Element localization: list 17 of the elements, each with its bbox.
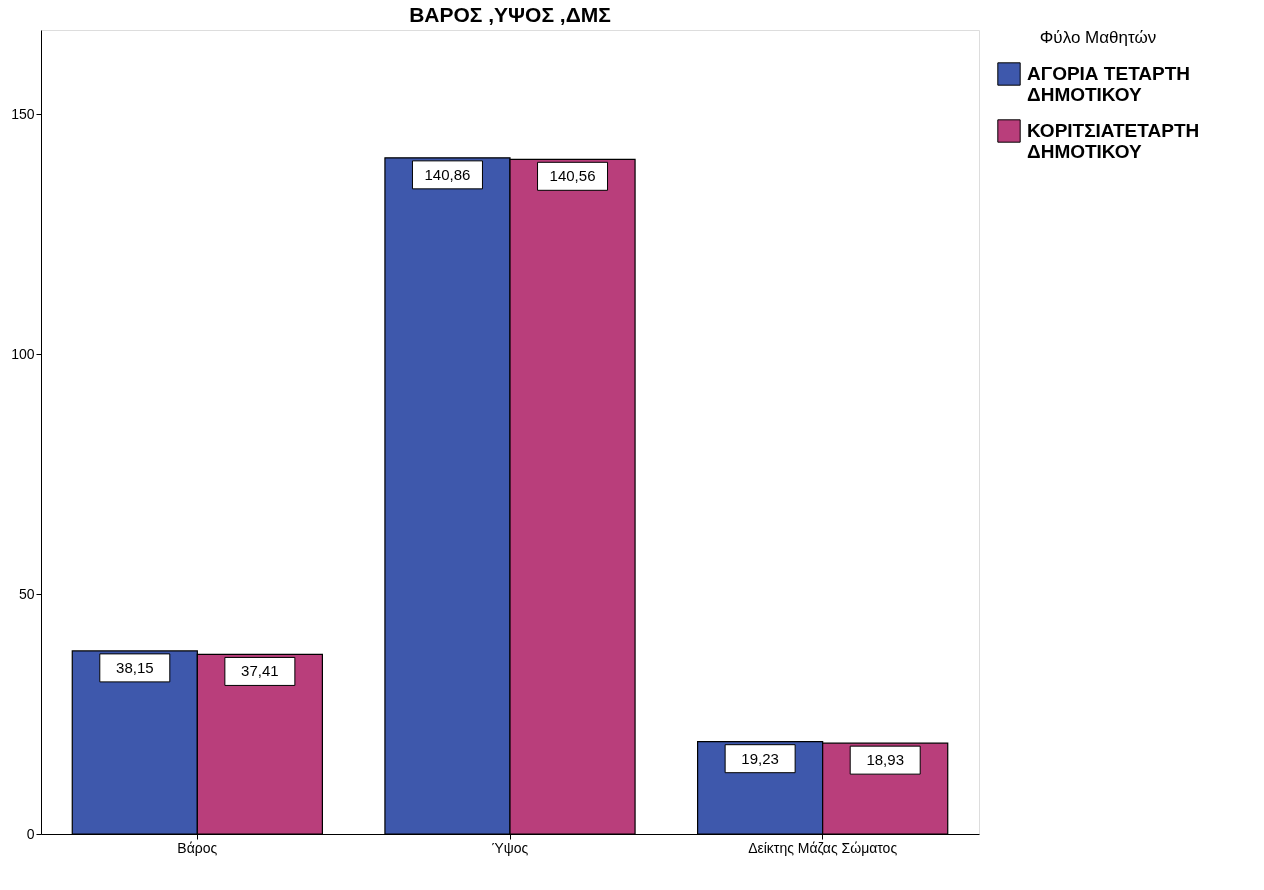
y-tick-label: 150 xyxy=(11,105,35,122)
y-tick-label: 0 xyxy=(26,825,35,842)
x-tick-label: Δείκτης Μάζας Σώματος xyxy=(748,839,898,856)
data-label: 18,93 xyxy=(866,751,904,769)
data-label: 140,86 xyxy=(424,165,471,183)
x-tick-label: Βάρος xyxy=(177,839,218,856)
legend-label: ΑΓΟΡΙΑ ΤΕΤΑΡΤΗ ΔΗΜΟΤΙΚΟΥ xyxy=(1027,63,1191,105)
legend-label: ΚΟΡΙΤΣΙΑΤΕΤΑΡΤΗ ΔΗΜΟΤΙΚΟΥ xyxy=(1027,120,1200,162)
data-label: 38,15 xyxy=(116,658,154,676)
data-label: 19,23 xyxy=(741,749,779,767)
chart-title: ΒΑΡΟΣ ,ΥΨΟΣ ,ΔΜΣ xyxy=(409,3,611,26)
x-tick-label: Ύψος xyxy=(491,839,529,856)
data-label: 37,41 xyxy=(241,662,279,680)
legend-title: Φύλο Μαθητών xyxy=(1039,28,1157,47)
y-tick-label: 100 xyxy=(11,345,35,362)
y-tick-label: 50 xyxy=(18,585,35,602)
data-label: 140,56 xyxy=(549,167,596,185)
